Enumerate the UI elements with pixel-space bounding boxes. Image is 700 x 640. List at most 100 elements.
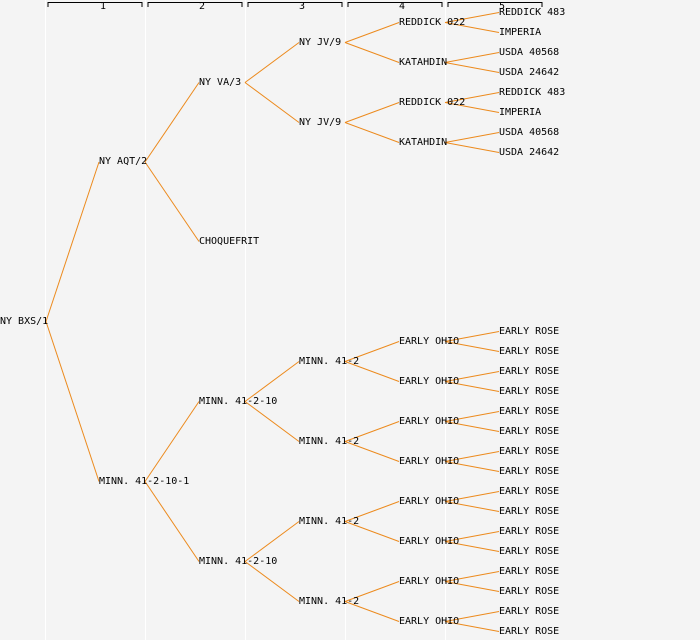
node-early-rose[interactable]: EARLY ROSE	[499, 565, 560, 577]
node-minn-41-2-10[interactable]: MINN. 41-2-10	[199, 555, 278, 567]
node-reddick-022[interactable]: REDDICK 022	[399, 16, 466, 28]
pedigree-edge-early-ohio-to-early-rose-40	[444, 541, 500, 552]
pedigree-edge-minn-41-2-10-to-minn-41-2-34	[244, 521, 300, 562]
pedigree-edge-minn-41-2-10-to-minn-41-2-19	[244, 361, 300, 402]
node-early-ohio[interactable]: EARLY OHIO	[399, 535, 460, 547]
node-early-ohio[interactable]: EARLY OHIO	[399, 495, 460, 507]
node-minn-41-2-10-1[interactable]: MINN. 41-2-10-1	[99, 475, 190, 487]
node-early-ohio[interactable]: EARLY OHIO	[399, 375, 460, 387]
node-reddick-483[interactable]: REDDICK 483	[499, 86, 566, 98]
node-imperia[interactable]: IMPERIA	[499, 106, 542, 118]
pedigree-edge-reddick-022-to-imperia-12	[444, 102, 500, 113]
pedigree-edge-early-ohio-to-early-rose-29	[444, 421, 500, 432]
generation-label-2: 2	[198, 1, 206, 12]
pedigree-edge-reddick-022-to-reddick-483-4	[444, 12, 500, 23]
pedigree-edge-reddick-022-to-reddick-483-11	[444, 92, 500, 103]
pedigree-edge-ny-bxs-1-to-minn-41-2-10-1-17	[45, 321, 100, 482]
node-early-rose[interactable]: EARLY ROSE	[499, 625, 560, 637]
node-ny-bxs-1[interactable]: NY BXS/1	[0, 315, 49, 327]
generation-bracket-1	[47, 2, 143, 7]
pedigree-edge-ny-va-3-to-ny-jv-9-9	[244, 82, 300, 123]
pedigree-edge-ny-jv-9-to-reddick-022-10	[344, 102, 400, 123]
pedigree-edge-early-ohio-to-early-rose-46	[444, 611, 500, 622]
node-early-rose[interactable]: EARLY ROSE	[499, 445, 560, 457]
node-ny-jv-9[interactable]: NY JV/9	[299, 36, 342, 48]
node-early-ohio[interactable]: EARLY OHIO	[399, 455, 460, 467]
pedigree-edge-early-ohio-to-early-rose-36	[444, 491, 500, 502]
node-minn-41-2[interactable]: MINN. 41-2	[299, 355, 360, 367]
generation-bracket-4	[347, 2, 443, 7]
generation-bracket-3	[247, 2, 343, 7]
pedigree-edge-katahdin-to-usda-40568-7	[444, 52, 500, 63]
pedigree-edge-early-ohio-to-early-rose-44	[444, 581, 500, 592]
pedigree-edge-ny-aqt-2-to-ny-va-3-1	[144, 82, 200, 163]
pedigree-edge-ny-va-3-to-ny-jv-9-2	[244, 42, 300, 83]
node-early-rose[interactable]: EARLY ROSE	[499, 345, 560, 357]
pedigree-edge-minn-41-2-to-early-ohio-38	[344, 521, 400, 542]
node-ny-jv-9[interactable]: NY JV/9	[299, 116, 342, 128]
pedigree-edge-minn-41-2-to-early-ohio-42	[344, 581, 400, 602]
node-minn-41-2[interactable]: MINN. 41-2	[299, 515, 360, 527]
node-early-rose[interactable]: EARLY ROSE	[499, 465, 560, 477]
node-early-rose[interactable]: EARLY ROSE	[499, 485, 560, 497]
pedigree-edge-reddick-022-to-imperia-5	[444, 22, 500, 33]
node-choquefrit[interactable]: CHOQUEFRIT	[199, 235, 260, 247]
pedigree-edge-ny-bxs-1-to-ny-aqt-2-0	[45, 161, 100, 322]
pedigree-edge-minn-41-2-to-early-ohio-45	[344, 601, 400, 622]
node-minn-41-2-10[interactable]: MINN. 41-2-10	[199, 395, 278, 407]
node-usda-40568[interactable]: USDA 40568	[499, 46, 560, 58]
pedigree-edge-early-ohio-to-early-rose-31	[444, 451, 500, 462]
pedigree-edge-early-ohio-to-early-rose-21	[444, 331, 500, 342]
node-early-ohio[interactable]: EARLY OHIO	[399, 415, 460, 427]
node-early-rose[interactable]: EARLY ROSE	[499, 605, 560, 617]
pedigree-edge-early-ohio-to-early-rose-39	[444, 531, 500, 542]
node-early-ohio[interactable]: EARLY OHIO	[399, 335, 460, 347]
pedigree-edge-minn-41-2-to-early-ohio-23	[344, 361, 400, 382]
node-ny-va-3[interactable]: NY VA/3	[199, 76, 242, 88]
node-reddick-483[interactable]: REDDICK 483	[499, 6, 566, 18]
pedigree-edge-early-ohio-to-early-rose-43	[444, 571, 500, 582]
pedigree-edge-minn-41-2-to-early-ohio-20	[344, 341, 400, 362]
node-early-rose[interactable]: EARLY ROSE	[499, 525, 560, 537]
generation-bracket-5	[447, 2, 543, 7]
node-minn-41-2[interactable]: MINN. 41-2	[299, 435, 360, 447]
pedigree-edge-minn-41-2-10-1-to-minn-41-2-10-33	[144, 481, 200, 562]
pedigree-edge-minn-41-2-to-early-ohio-35	[344, 501, 400, 522]
pedigree-edge-katahdin-to-usda-24642-15	[444, 142, 500, 153]
pedigree-edge-minn-41-2-10-to-minn-41-2-26	[244, 401, 300, 442]
pedigree-edge-katahdin-to-usda-24642-8	[444, 62, 500, 73]
generation-label-4: 4	[398, 1, 406, 12]
node-minn-41-2[interactable]: MINN. 41-2	[299, 595, 360, 607]
node-imperia[interactable]: IMPERIA	[499, 26, 542, 38]
pedigree-edge-minn-41-2-10-to-minn-41-2-41	[244, 561, 300, 602]
node-early-rose[interactable]: EARLY ROSE	[499, 585, 560, 597]
node-early-rose[interactable]: EARLY ROSE	[499, 425, 560, 437]
node-early-rose[interactable]: EARLY ROSE	[499, 545, 560, 557]
pedigree-edge-early-ohio-to-early-rose-22	[444, 341, 500, 352]
pedigree-edge-minn-41-2-to-early-ohio-30	[344, 441, 400, 462]
node-early-rose[interactable]: EARLY ROSE	[499, 325, 560, 337]
node-early-ohio[interactable]: EARLY OHIO	[399, 615, 460, 627]
node-early-rose[interactable]: EARLY ROSE	[499, 405, 560, 417]
pedigree-edge-ny-jv-9-to-katahdin-13	[344, 122, 400, 143]
node-early-rose[interactable]: EARLY ROSE	[499, 505, 560, 517]
pedigree-edge-ny-aqt-2-to-choquefrit-16	[144, 161, 200, 242]
pedigree-edge-early-ohio-to-early-rose-25	[444, 381, 500, 392]
node-usda-24642[interactable]: USDA 24642	[499, 66, 560, 78]
node-reddick-022[interactable]: REDDICK 022	[399, 96, 466, 108]
pedigree-edge-minn-41-2-10-1-to-minn-41-2-10-18	[144, 401, 200, 482]
node-early-rose[interactable]: EARLY ROSE	[499, 365, 560, 377]
pedigree-edge-ny-jv-9-to-katahdin-6	[344, 42, 400, 63]
node-usda-24642[interactable]: USDA 24642	[499, 146, 560, 158]
node-katahdin[interactable]: KATAHDIN	[399, 136, 448, 148]
pedigree-edge-ny-jv-9-to-reddick-022-3	[344, 22, 400, 43]
node-katahdin[interactable]: KATAHDIN	[399, 56, 448, 68]
node-ny-aqt-2[interactable]: NY AQT/2	[99, 156, 148, 167]
node-early-ohio[interactable]: EARLY OHIO	[399, 575, 460, 587]
node-usda-40568[interactable]: USDA 40568	[499, 126, 560, 138]
pedigree-edge-early-ohio-to-early-rose-37	[444, 501, 500, 512]
node-early-rose[interactable]: EARLY ROSE	[499, 385, 560, 397]
pedigree-edge-early-ohio-to-early-rose-32	[444, 461, 500, 472]
